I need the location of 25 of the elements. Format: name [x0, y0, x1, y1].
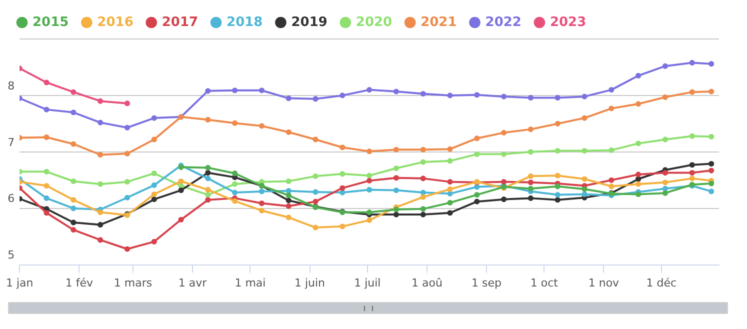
x-tick-label: 1 fév: [65, 276, 94, 290]
x-tick-label: 1 avr: [178, 276, 208, 290]
legend-label: 2019: [291, 14, 328, 30]
x-tick-label: 1 jan: [6, 276, 34, 290]
legend-label: 2015: [32, 14, 69, 30]
legend-label: 2022: [485, 14, 522, 30]
x-tick-label: 1 aoû: [411, 276, 442, 290]
x-tick-label: 1 mars: [114, 276, 152, 290]
legend-label: 2016: [97, 14, 134, 30]
x-tick-label: 1 mai: [234, 276, 266, 290]
x-tick-label: 1 déc: [646, 276, 677, 290]
x-tick-label: 1 nov: [588, 276, 620, 290]
legend-label: 2018: [226, 14, 263, 30]
x-tick-label: 1 sep: [472, 276, 502, 290]
y-tick-label: 7: [8, 136, 15, 149]
legend-label: 2017: [162, 14, 198, 30]
x-tick-label: 1 juil: [354, 276, 381, 290]
y-tick-label: 8: [8, 79, 15, 92]
legend-label: 2021: [420, 14, 457, 30]
legend-label: 2020: [356, 14, 392, 30]
y-tick-label: 6: [8, 192, 15, 206]
y-tick-label: 5: [8, 248, 15, 262]
legend-label: 2023: [550, 14, 586, 30]
x-tick-label: 1 oct: [530, 276, 559, 290]
x-tick-label: 1 juin: [294, 276, 326, 290]
